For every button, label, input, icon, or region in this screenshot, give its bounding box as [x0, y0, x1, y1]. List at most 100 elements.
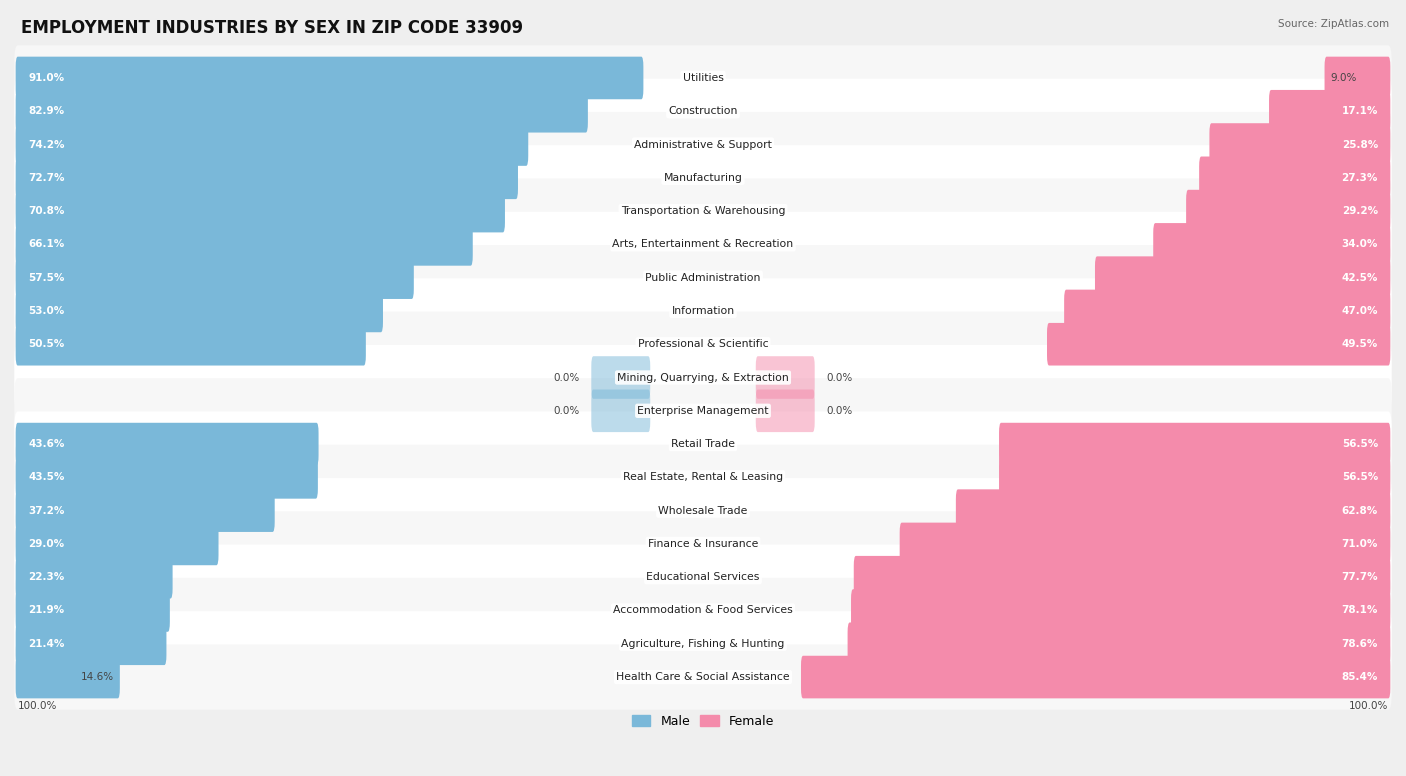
FancyBboxPatch shape: [14, 611, 1392, 677]
Text: Finance & Insurance: Finance & Insurance: [648, 539, 758, 549]
FancyBboxPatch shape: [14, 378, 1392, 443]
Text: Source: ZipAtlas.com: Source: ZipAtlas.com: [1278, 19, 1389, 29]
FancyBboxPatch shape: [1324, 57, 1391, 99]
FancyBboxPatch shape: [1153, 223, 1391, 265]
Text: 47.0%: 47.0%: [1341, 306, 1378, 316]
Text: 56.5%: 56.5%: [1341, 439, 1378, 449]
FancyBboxPatch shape: [14, 445, 1392, 510]
Text: Accommodation & Food Services: Accommodation & Food Services: [613, 605, 793, 615]
FancyBboxPatch shape: [14, 112, 1392, 177]
FancyBboxPatch shape: [14, 245, 1392, 310]
FancyBboxPatch shape: [15, 289, 382, 332]
Text: 25.8%: 25.8%: [1341, 140, 1378, 150]
FancyBboxPatch shape: [15, 157, 517, 199]
Text: 0.0%: 0.0%: [827, 372, 852, 383]
Text: Health Care & Social Assistance: Health Care & Social Assistance: [616, 672, 790, 682]
FancyBboxPatch shape: [14, 578, 1392, 643]
Text: Enterprise Management: Enterprise Management: [637, 406, 769, 416]
Text: 43.6%: 43.6%: [28, 439, 65, 449]
Text: 9.0%: 9.0%: [1330, 73, 1357, 83]
Text: 82.9%: 82.9%: [28, 106, 65, 116]
Text: 62.8%: 62.8%: [1341, 506, 1378, 515]
FancyBboxPatch shape: [851, 589, 1391, 632]
FancyBboxPatch shape: [14, 312, 1392, 377]
FancyBboxPatch shape: [14, 212, 1392, 277]
Text: 21.4%: 21.4%: [28, 639, 65, 649]
FancyBboxPatch shape: [1047, 323, 1391, 365]
Text: Information: Information: [672, 306, 734, 316]
Text: 43.5%: 43.5%: [28, 473, 65, 483]
FancyBboxPatch shape: [1199, 157, 1391, 199]
FancyBboxPatch shape: [14, 145, 1392, 210]
Text: Agriculture, Fishing & Hunting: Agriculture, Fishing & Hunting: [621, 639, 785, 649]
Text: 66.1%: 66.1%: [28, 239, 65, 249]
FancyBboxPatch shape: [592, 390, 650, 432]
FancyBboxPatch shape: [14, 411, 1392, 476]
FancyBboxPatch shape: [15, 456, 318, 499]
Text: Mining, Quarrying, & Extraction: Mining, Quarrying, & Extraction: [617, 372, 789, 383]
FancyBboxPatch shape: [14, 545, 1392, 610]
FancyBboxPatch shape: [956, 490, 1391, 532]
Text: 0.0%: 0.0%: [554, 372, 579, 383]
FancyBboxPatch shape: [14, 45, 1392, 110]
Text: 78.6%: 78.6%: [1341, 639, 1378, 649]
Text: 56.5%: 56.5%: [1341, 473, 1378, 483]
FancyBboxPatch shape: [15, 556, 173, 598]
FancyBboxPatch shape: [1000, 423, 1391, 466]
FancyBboxPatch shape: [1209, 123, 1391, 166]
FancyBboxPatch shape: [900, 522, 1391, 565]
FancyBboxPatch shape: [1187, 190, 1391, 232]
FancyBboxPatch shape: [15, 190, 505, 232]
Text: EMPLOYMENT INDUSTRIES BY SEX IN ZIP CODE 33909: EMPLOYMENT INDUSTRIES BY SEX IN ZIP CODE…: [21, 19, 523, 37]
FancyBboxPatch shape: [14, 644, 1392, 710]
Text: 29.2%: 29.2%: [1341, 206, 1378, 216]
FancyBboxPatch shape: [848, 622, 1391, 665]
Text: Real Estate, Rental & Leasing: Real Estate, Rental & Leasing: [623, 473, 783, 483]
Text: 91.0%: 91.0%: [28, 73, 65, 83]
FancyBboxPatch shape: [15, 522, 218, 565]
Text: Utilities: Utilities: [682, 73, 724, 83]
Text: Educational Services: Educational Services: [647, 572, 759, 582]
FancyBboxPatch shape: [15, 656, 120, 698]
Text: Transportation & Warehousing: Transportation & Warehousing: [621, 206, 785, 216]
Text: 14.6%: 14.6%: [82, 672, 114, 682]
Text: 49.5%: 49.5%: [1341, 339, 1378, 349]
FancyBboxPatch shape: [592, 356, 650, 399]
FancyBboxPatch shape: [1064, 289, 1391, 332]
FancyBboxPatch shape: [15, 490, 274, 532]
Text: Arts, Entertainment & Recreation: Arts, Entertainment & Recreation: [613, 239, 793, 249]
FancyBboxPatch shape: [14, 78, 1392, 144]
Text: 29.0%: 29.0%: [28, 539, 65, 549]
Text: 37.2%: 37.2%: [28, 506, 65, 515]
Text: Public Administration: Public Administration: [645, 272, 761, 282]
FancyBboxPatch shape: [801, 656, 1391, 698]
FancyBboxPatch shape: [15, 622, 166, 665]
FancyBboxPatch shape: [15, 223, 472, 265]
Text: 27.3%: 27.3%: [1341, 173, 1378, 183]
FancyBboxPatch shape: [15, 123, 529, 166]
Text: 71.0%: 71.0%: [1341, 539, 1378, 549]
FancyBboxPatch shape: [853, 556, 1391, 598]
Text: Retail Trade: Retail Trade: [671, 439, 735, 449]
FancyBboxPatch shape: [15, 423, 319, 466]
FancyBboxPatch shape: [756, 356, 814, 399]
Text: 50.5%: 50.5%: [28, 339, 65, 349]
FancyBboxPatch shape: [1095, 256, 1391, 299]
Text: 100.0%: 100.0%: [1348, 701, 1388, 711]
Text: 57.5%: 57.5%: [28, 272, 65, 282]
Text: 21.9%: 21.9%: [28, 605, 65, 615]
FancyBboxPatch shape: [15, 57, 644, 99]
Text: 85.4%: 85.4%: [1341, 672, 1378, 682]
Text: 53.0%: 53.0%: [28, 306, 65, 316]
Text: Construction: Construction: [668, 106, 738, 116]
Text: Professional & Scientific: Professional & Scientific: [638, 339, 768, 349]
Text: 78.1%: 78.1%: [1341, 605, 1378, 615]
Text: 17.1%: 17.1%: [1341, 106, 1378, 116]
FancyBboxPatch shape: [1000, 456, 1391, 499]
FancyBboxPatch shape: [15, 589, 170, 632]
FancyBboxPatch shape: [14, 511, 1392, 577]
Text: 34.0%: 34.0%: [1341, 239, 1378, 249]
FancyBboxPatch shape: [756, 390, 814, 432]
Legend: Male, Female: Male, Female: [627, 710, 779, 733]
Text: 42.5%: 42.5%: [1341, 272, 1378, 282]
